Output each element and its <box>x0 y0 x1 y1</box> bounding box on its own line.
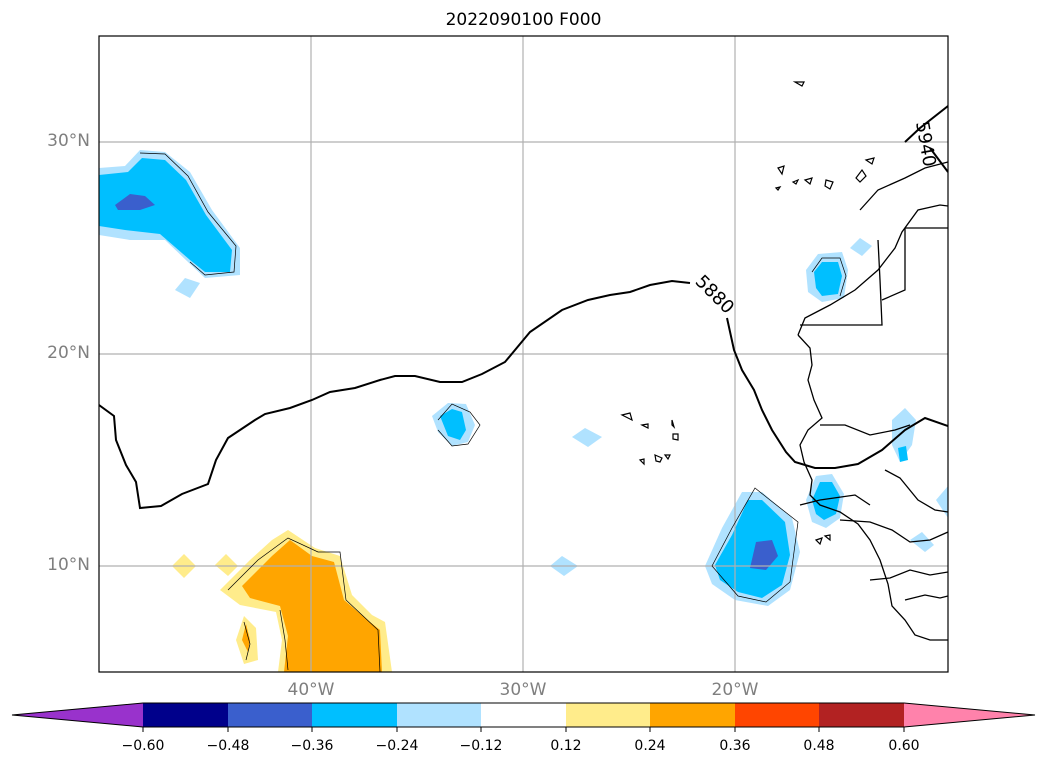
colorbar-label-024: 0.24 <box>634 738 666 754</box>
map-gridlines <box>99 36 948 672</box>
colorbar-bin-8 <box>735 703 819 727</box>
canary-islands <box>777 165 785 176</box>
islands <box>620 81 875 546</box>
colorbar-bin-7 <box>650 703 735 727</box>
colorbar-bin-9 <box>819 703 904 727</box>
colorbar-label-neg-012: −0.12 <box>459 738 503 754</box>
colorbar-bin-6 <box>566 703 650 727</box>
map-frame <box>98 35 949 673</box>
cape-verde-islands <box>620 412 633 422</box>
anomaly-contour-lines <box>139 152 847 672</box>
map-title: 2022090100 F000 <box>445 10 602 30</box>
colorbar <box>11 702 1036 732</box>
colorbar-under-triangle <box>12 703 143 727</box>
lon-label-20w: 20°W <box>711 680 759 700</box>
africa-coast <box>797 204 948 336</box>
anomaly-shading <box>99 150 948 672</box>
colorbar-label-neg-048: −0.48 <box>206 738 250 754</box>
colorbar-label-neg-024: −0.24 <box>375 738 419 754</box>
colorbar-label-060: 0.60 <box>888 738 920 754</box>
negative-anomaly-nw-core <box>99 158 232 272</box>
lon-label-30w: 30°W <box>499 680 547 700</box>
colorbar-bin-1 <box>143 703 228 727</box>
colorbar-over-triangle <box>904 703 1035 727</box>
height-contours <box>99 105 948 510</box>
lat-label-30n: 30°N <box>47 131 90 151</box>
coastlines <box>797 161 948 641</box>
colorbar-ticks <box>142 727 905 732</box>
contour-5940-line <box>904 105 948 143</box>
colorbar-label-neg-036: −0.36 <box>290 738 334 754</box>
colorbar-label-048: 0.48 <box>803 738 835 754</box>
colorbar-bin-2 <box>228 703 312 727</box>
lon-label-40w: 40°W <box>287 680 335 700</box>
colorbar-label-neg-060: −0.60 <box>121 738 165 754</box>
lat-label-10n: 10°N <box>47 555 90 575</box>
colorbar-bin-5 <box>481 703 566 727</box>
colorbar-bin-3 <box>312 703 397 727</box>
colorbar-bin-4 <box>397 703 481 727</box>
negative-anomaly-nw-inner <box>115 194 155 210</box>
contour-5880-line <box>99 279 691 510</box>
lat-label-20n: 20°N <box>47 343 90 363</box>
colorbar-label-012: 0.12 <box>550 738 582 754</box>
colorbar-label-036: 0.36 <box>719 738 751 754</box>
